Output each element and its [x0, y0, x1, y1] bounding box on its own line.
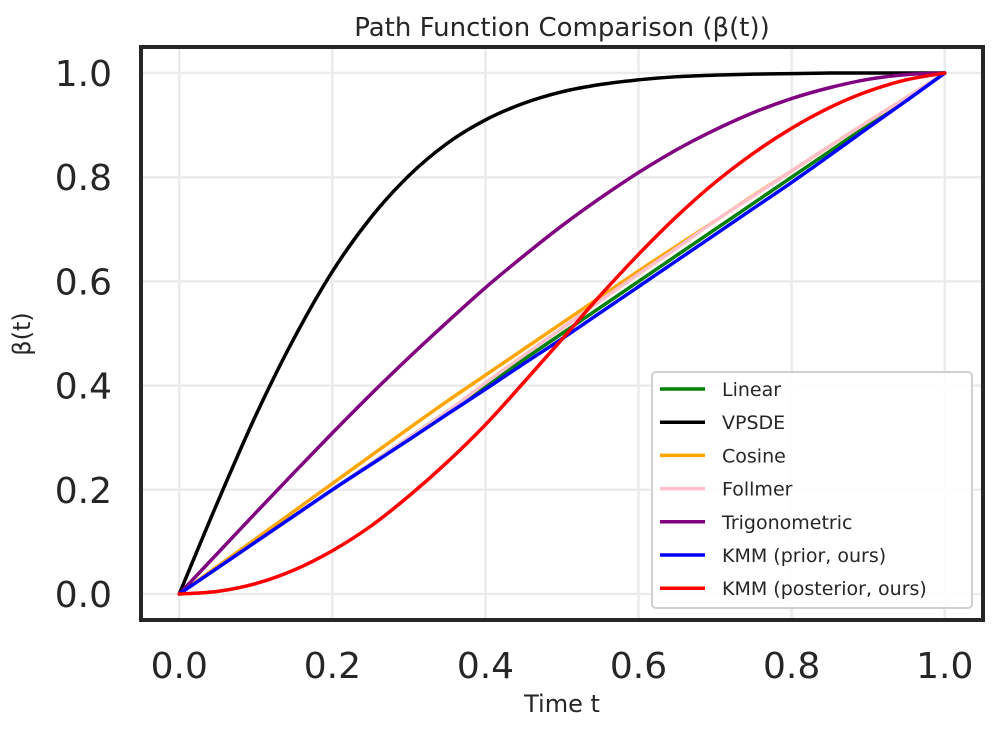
series-line-vpsde: [177, 71, 947, 596]
y-axis-label: β(t): [8, 312, 36, 355]
legend-label-vpsde: VPSDE: [722, 412, 785, 434]
x-tick-labels: 0.0 0.2 0.4 0.6 0.8 1.0: [151, 646, 974, 687]
y-tick-label: 0.2: [55, 471, 112, 512]
legend-label-linear: Linear: [722, 379, 781, 401]
plot-frame: [139, 45, 985, 622]
x-tick-label: 0.2: [304, 646, 361, 687]
x-tick-label: 0.4: [457, 646, 514, 687]
x-tick-label: 0.6: [610, 646, 667, 687]
chart-title: Path Function Comparison (β(t)): [354, 13, 770, 43]
y-tick-label: 0.6: [55, 262, 112, 303]
legend-label-kmm-posterior-ours: KMM (posterior, ours): [722, 578, 927, 600]
grid: [141, 47, 983, 620]
x-tick-label: 1.0: [916, 646, 973, 687]
legend-frame: [651, 371, 973, 609]
legend: Linear VPSDE Cosine Follmer Trigonometric KMM…: [651, 371, 973, 609]
y-tick-label: 0.0: [55, 575, 112, 616]
legend-label-kmm-prior-ours: KMM (prior, ours): [722, 545, 886, 567]
legend-label-cosine: Cosine: [722, 445, 786, 467]
y-tick-labels: 0.0 0.2 0.4 0.6 0.8 1.0: [55, 54, 112, 616]
legend-label-follmer: Follmer: [722, 479, 793, 501]
legend-label-trigonometric: Trigonometric: [721, 512, 852, 534]
series-line-trigonometric: [177, 71, 947, 596]
y-tick-label: 1.0: [55, 54, 112, 95]
y-tick-label: 0.4: [55, 367, 112, 408]
x-tick-label: 0.8: [763, 646, 820, 687]
series-lines: [177, 71, 947, 596]
series-line-kmm-posterior-ours: [177, 71, 947, 596]
x-axis-label: Time t: [523, 690, 600, 718]
x-tick-label: 0.0: [151, 646, 208, 687]
y-tick-label: 0.8: [55, 158, 112, 199]
